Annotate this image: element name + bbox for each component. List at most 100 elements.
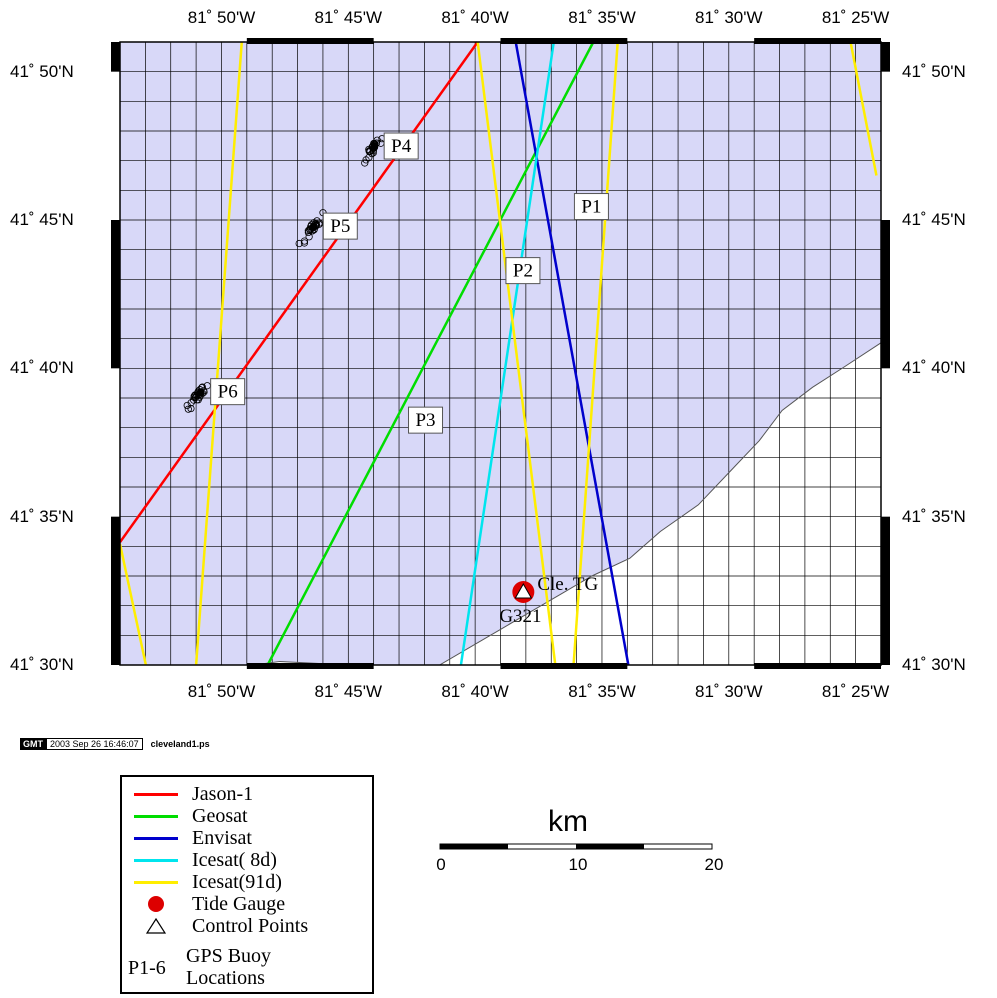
control-point-label: G321 — [499, 606, 541, 627]
lat-tick-label-left: 41˚ 40'N — [10, 358, 74, 378]
triangle-icon — [134, 917, 178, 935]
buoy-label-p4: P4 — [383, 132, 419, 160]
lat-tick-label-left: 41˚ 50'N — [10, 61, 74, 81]
tide-gauge-icon — [134, 895, 178, 913]
lat-tick-label-right: 41˚ 30'N — [902, 655, 966, 674]
legend-line-icesat-8d — [134, 858, 178, 862]
lon-tick-label-top: 81˚ 25'W — [821, 8, 890, 27]
buoy-label-p6: P6 — [210, 378, 246, 406]
lon-tick-label-bottom: 81˚ 30'W — [695, 682, 763, 701]
buoy-label-p5: P5 — [322, 212, 358, 240]
buoy-label-box — [505, 257, 541, 285]
lat-lon-grid — [119, 41, 882, 666]
lon-tick-label-top: 81˚ 40'W — [441, 8, 509, 27]
track-icesat-91d — [118, 543, 148, 666]
frame-bar-bottom — [246, 663, 374, 669]
map-frame — [111, 38, 890, 669]
frame-bar-left — [111, 516, 120, 665]
lon-tick-label-bottom: 81˚ 35'W — [568, 682, 636, 701]
buoy-center-marker — [309, 223, 318, 232]
track-envisat — [514, 41, 630, 666]
scale-bar-graphic — [439, 843, 713, 850]
gps-fix-marker — [373, 136, 381, 144]
buoy-desc-line1: GPS Buoy — [186, 945, 272, 967]
buoy-label-box — [210, 378, 246, 406]
lon-tick-label-bottom: 81˚ 40'W — [441, 682, 509, 701]
track-icesat-8d — [459, 41, 556, 666]
lon-tick-label-top: 81˚ 30'W — [695, 8, 763, 27]
lat-tick-label-left: 41˚ 35'N — [10, 506, 74, 526]
buoy-label-box — [383, 132, 419, 160]
buoy-key: P1-6 — [128, 957, 166, 979]
buoy-label-p2: P2 — [505, 257, 541, 285]
gps-fix-marker — [190, 396, 198, 404]
lon-tick-label-bottom: 81˚ 50'W — [187, 682, 256, 701]
legend-item-gps-buoys: P1-6 GPS Buoy Locations — [128, 943, 368, 991]
legend: Jason-1 Geosat Envisat Icesat( 8d) Icesa… — [120, 775, 374, 994]
scale-title: km — [548, 805, 588, 838]
legend-line-jason1 — [134, 792, 178, 796]
tide-gauge-label: Cle. TG — [537, 574, 598, 595]
gps-fix-marker — [194, 396, 202, 404]
buoy-center-marker — [370, 143, 379, 152]
gmt-logo: GMT — [20, 738, 46, 750]
track-jason-1 — [118, 41, 479, 543]
lat-tick-label-left: 41˚ 30'N — [10, 655, 74, 674]
track-icesat-91d — [476, 41, 557, 666]
legend-label: Jason-1 — [192, 782, 254, 805]
buoy-label-p3: P3 — [408, 406, 444, 434]
legend-item-geosat: Geosat — [134, 805, 248, 827]
buoy-cluster-p4 — [361, 135, 386, 167]
gps-fix-marker — [184, 405, 192, 413]
buoy-cluster-p6 — [183, 382, 211, 413]
buoy-cluster-p5 — [295, 209, 327, 248]
frame-bar-top — [500, 38, 628, 44]
gmt-date: 2003 Sep 26 16:46:07 — [46, 738, 143, 750]
legend-label: Geosat — [192, 804, 248, 827]
scale-tick-10: 10 — [568, 855, 588, 874]
frame-bar-bottom — [754, 663, 881, 669]
lon-tick-label-top: 81˚ 50'W — [187, 8, 256, 27]
buoy-label-text: P4 — [391, 136, 412, 157]
frame-bar-top — [754, 38, 881, 44]
gps-fix-marker — [300, 237, 309, 245]
scale-tick-0: 0 — [436, 855, 446, 874]
legend-label: Tide Gauge — [192, 892, 286, 915]
gps-fix-marker — [183, 401, 191, 410]
lon-tick-label-bottom: 81˚ 45'W — [314, 682, 383, 701]
legend-item-icesat-91d: Icesat(91d) — [134, 871, 282, 893]
buoy-labels: P1 P2 P3 P4 P5 P6 — [210, 132, 609, 434]
legend-label: Icesat( 8d) — [192, 848, 277, 871]
legend-item-control-points: Control Points — [134, 915, 308, 937]
frame-bar-left — [111, 42, 120, 72]
track-icesat-91d — [194, 41, 244, 666]
buoy-label-box — [408, 406, 444, 434]
control-point-triangle — [514, 583, 533, 599]
gps-fix-marker — [365, 153, 373, 161]
land-area — [253, 342, 881, 665]
frame-bar-right — [881, 220, 890, 369]
legend-item-jason1: Jason-1 — [134, 783, 253, 805]
track-icesat-91d — [572, 41, 619, 666]
frame-bar-bottom — [500, 663, 628, 669]
lat-tick-label-right: 41˚ 35'N — [902, 506, 966, 526]
buoy-label-text: P6 — [218, 382, 238, 403]
lat-tick-label-right: 41˚ 45'N — [902, 210, 966, 229]
gps-fix-marker — [305, 233, 313, 241]
satellite-tracks — [118, 41, 878, 666]
scale-tick-20: 20 — [704, 855, 724, 874]
lon-tick-label-top: 81˚ 45'W — [314, 8, 383, 27]
buoy-label-text: P2 — [513, 261, 533, 282]
lat-tick-label-left: 41˚ 45'N — [10, 210, 74, 229]
buoy-label-box — [322, 212, 358, 240]
gps-buoy-clusters — [183, 135, 386, 413]
legend-item-icesat-8d: Icesat( 8d) — [134, 849, 277, 871]
legend-label: Control Points — [192, 914, 309, 937]
buoy-label-text: P1 — [581, 197, 601, 218]
lon-tick-label-top: 81˚ 35'W — [568, 8, 636, 27]
gmt-filename: cleveland1.ps — [150, 739, 210, 749]
map: P1 P2 P3 P4 P5 P6 Cle. TG G321 — [111, 38, 890, 669]
track-icesat-91d — [849, 41, 878, 176]
buoy-center-marker — [196, 388, 205, 397]
buoy-label-p1: P1 — [573, 193, 609, 221]
